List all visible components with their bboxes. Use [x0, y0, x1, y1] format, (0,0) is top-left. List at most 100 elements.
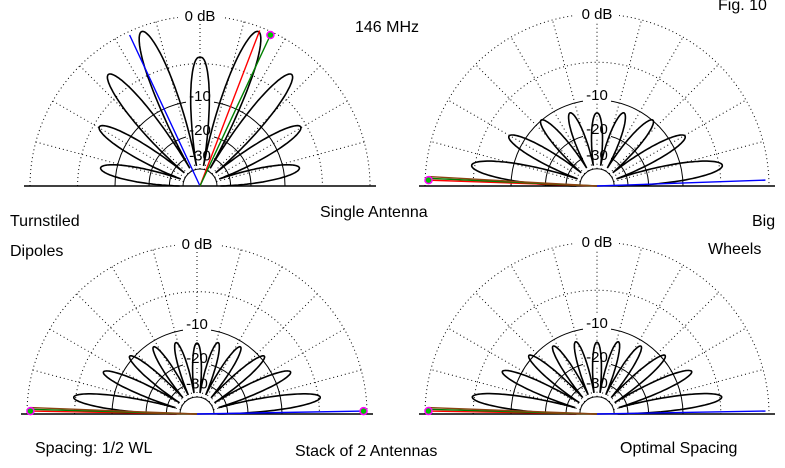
- direction-ray: [428, 175, 598, 187]
- panel-single-turnstile: 0 dB-10-20-30: [24, 7, 376, 187]
- direction-ray: [199, 34, 272, 187]
- grid-spoke: [613, 141, 764, 183]
- ring-label-bg: [183, 374, 211, 392]
- direction-ray: [596, 410, 766, 415]
- grid-spoke: [114, 38, 192, 172]
- grid-spoke: [430, 369, 581, 411]
- grid-spoke: [76, 293, 186, 403]
- peak-marker: [266, 30, 275, 40]
- grid-spoke: [216, 141, 365, 183]
- peak-marker: [359, 406, 368, 416]
- grid-spoke: [447, 327, 583, 406]
- turnstiled-label: Turnstiled: [10, 213, 80, 230]
- grid-spoke: [49, 328, 183, 406]
- grid-spoke: [552, 247, 594, 398]
- grid-ring: [579, 396, 615, 415]
- peak-marker: [424, 406, 433, 416]
- ring-label: -30: [186, 375, 208, 392]
- radiation-pattern: [98, 30, 302, 187]
- grid-spoke: [208, 38, 286, 172]
- grid-spoke: [155, 21, 197, 170]
- ring-label: 0 dB: [182, 236, 213, 253]
- grid-ring: [77, 63, 323, 187]
- ring-label: 0 dB: [582, 234, 613, 251]
- direction-ray: [596, 179, 766, 187]
- ring-label-bg: [575, 5, 619, 22]
- grid-spoke: [214, 100, 348, 178]
- grid-spoke: [600, 247, 642, 398]
- ring-label: -20: [186, 350, 208, 367]
- grid-ring: [179, 396, 215, 415]
- grid-spoke: [211, 65, 321, 175]
- grid-spoke: [111, 266, 189, 400]
- grid-spoke: [608, 292, 719, 403]
- direction-ray: [128, 34, 201, 187]
- frequency-label: 146 MHz: [355, 19, 420, 36]
- grid-ring: [510, 327, 684, 415]
- spacing-label: Spacing: 1/2 WL: [35, 440, 153, 457]
- grid-spoke: [447, 99, 583, 178]
- grid-spoke: [475, 292, 586, 403]
- ring-label: 0 dB: [185, 8, 216, 25]
- ring-label: -30: [586, 375, 608, 392]
- grid-spoke: [611, 327, 747, 406]
- grid-ring: [182, 168, 218, 187]
- grid-spoke: [205, 266, 283, 400]
- ring-label: 0 dB: [582, 6, 613, 23]
- ring-label: -10: [189, 88, 211, 105]
- figure-label: Fig. 10: [718, 0, 767, 14]
- grid-spoke: [35, 141, 184, 183]
- ring-label-bg: [178, 7, 222, 24]
- ring-label: -20: [586, 349, 608, 366]
- ring-label: -10: [586, 87, 608, 104]
- ring-label-bg: [583, 120, 611, 138]
- panel-stack-bigwheel: 0 dB -10 -20 -30: [419, 233, 775, 416]
- grid-ring: [111, 328, 283, 415]
- grid-spoke: [430, 141, 581, 183]
- grid-spoke: [510, 264, 589, 400]
- stack-label: Stack of 2 Antennas: [295, 443, 438, 460]
- direction-ray: [428, 406, 598, 415]
- ring-label: -20: [586, 121, 608, 138]
- direction-ray: [30, 406, 198, 415]
- grid-spoke: [611, 99, 747, 178]
- radiation-pattern: [471, 341, 723, 415]
- ring-label: -10: [186, 316, 208, 333]
- dipoles-label: Dipoles: [10, 243, 64, 260]
- radiation-pattern: [470, 112, 724, 187]
- ring-label-bg: [186, 86, 214, 104]
- direction-ray: [196, 410, 364, 415]
- grid-ring: [579, 168, 615, 187]
- grid-spoke: [208, 293, 318, 403]
- grid-spoke: [211, 328, 345, 406]
- ring-label-bg: [583, 348, 611, 366]
- ring-label-bg: [575, 233, 619, 250]
- grid-spoke: [52, 100, 186, 178]
- ring-label: -10: [586, 315, 608, 332]
- radiation-pattern: [73, 341, 321, 415]
- panel-stack-turnstile: 0 dB -10 -20 -30: [21, 235, 373, 416]
- ring-label-bg: [183, 348, 211, 366]
- grid-spoke: [79, 65, 189, 175]
- grid-spoke: [605, 264, 684, 400]
- single-antenna-label: Single Antenna: [320, 204, 428, 221]
- peak-marker: [424, 175, 433, 185]
- grid-ring: [74, 291, 320, 415]
- grid-ring: [114, 100, 286, 187]
- grid-spoke: [613, 369, 764, 411]
- ring-label-bg: [183, 314, 211, 332]
- ring-label: -20: [189, 122, 211, 139]
- ring-label-bg: [175, 235, 219, 252]
- grid-spoke: [203, 21, 245, 170]
- panel-single-bigwheel: 0 dB-10-20-30: [419, 5, 775, 187]
- wheels-label: Wheels: [708, 241, 762, 258]
- ring-label-bg: [583, 313, 611, 331]
- grid-spoke: [152, 249, 194, 398]
- peak-marker: [26, 406, 35, 416]
- ring-label-bg: [583, 85, 611, 103]
- grid-spoke: [213, 369, 362, 411]
- optimal-spacing-label: Optimal Spacing: [620, 440, 738, 457]
- grid-spoke: [200, 249, 242, 398]
